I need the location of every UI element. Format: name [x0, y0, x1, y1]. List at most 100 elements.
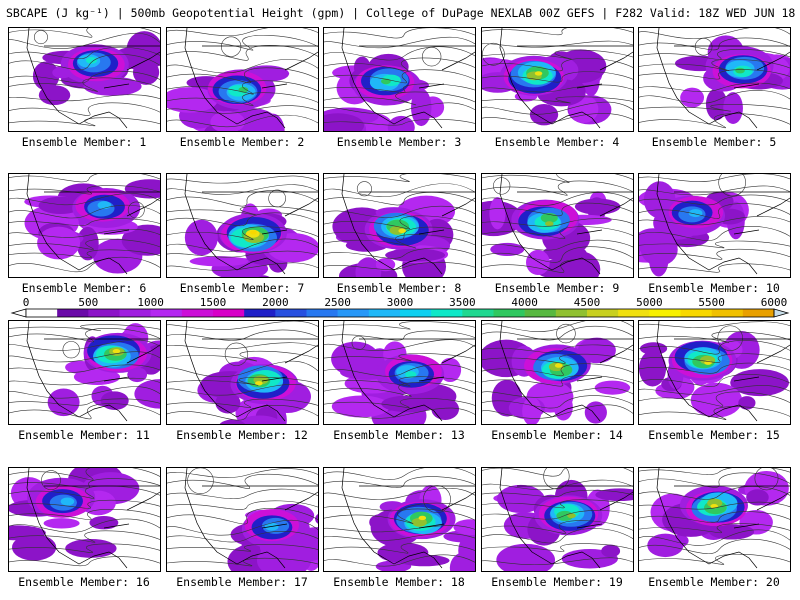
colorbar-bin — [400, 309, 432, 317]
height-contour — [324, 533, 475, 541]
height-contour — [167, 28, 318, 37]
height-contour-closed — [221, 36, 242, 57]
cape-region — [709, 524, 755, 540]
cape-region — [381, 395, 437, 413]
map-canvas — [324, 468, 475, 571]
height-contour — [324, 183, 475, 197]
height-contour — [482, 395, 633, 409]
cape-contour-band — [735, 67, 745, 74]
height-contour — [324, 28, 475, 39]
height-contour — [167, 376, 318, 386]
colorbar-bin — [493, 309, 525, 317]
cape-region — [690, 382, 743, 418]
map-boundaries — [26, 468, 160, 569]
height-contour — [9, 185, 160, 195]
height-contour — [9, 403, 160, 420]
colorbar-scale — [10, 308, 790, 318]
map-boundaries — [656, 468, 790, 569]
height-contour — [482, 71, 633, 83]
height-contour — [482, 258, 633, 273]
height-contour — [9, 351, 160, 363]
colorbar-bin — [306, 309, 338, 317]
height-contour — [167, 262, 318, 271]
ensemble-member-map — [638, 27, 791, 132]
height-contour — [9, 117, 160, 127]
cape-region — [680, 87, 705, 108]
colorbar-bin — [181, 309, 214, 317]
map-boundaries — [341, 28, 475, 129]
height-contour — [167, 250, 318, 258]
height-contour — [482, 174, 633, 183]
height-contour — [9, 77, 160, 92]
height-contour — [324, 542, 475, 554]
cape-region — [73, 368, 121, 386]
map-boundaries — [26, 174, 160, 275]
height-contour-closed — [356, 181, 372, 197]
height-contour — [324, 69, 475, 84]
colorbar-tick-label: 4000 — [511, 296, 538, 309]
height-contour — [167, 520, 318, 536]
height-contour — [324, 234, 475, 249]
height-contour-closed — [717, 325, 743, 351]
height-contour — [9, 249, 160, 258]
height-contour — [9, 478, 160, 489]
map-boundaries — [184, 468, 318, 569]
cape-contour-band — [238, 86, 249, 93]
ensemble-member-label: Ensemble Member: 11 — [18, 428, 150, 442]
ensemble-member-label: Ensemble Member: 3 — [336, 135, 462, 149]
height-contour — [167, 184, 318, 195]
cape-contour-band — [405, 371, 417, 378]
cape-region — [746, 489, 769, 506]
ensemble-member-map — [166, 173, 319, 278]
map-boundaries — [184, 28, 318, 129]
map-canvas — [324, 174, 475, 277]
ensemble-member-map — [481, 467, 634, 572]
height-contour — [9, 518, 160, 533]
height-contour — [9, 499, 160, 509]
cape-region — [134, 379, 160, 409]
cape-region — [331, 395, 390, 418]
ensemble-member-label: Ensemble Member: 7 — [179, 281, 305, 295]
ensemble-member-label: Ensemble Member: 20 — [648, 575, 780, 589]
height-contour — [324, 476, 475, 488]
cape-region — [47, 388, 80, 417]
height-contour — [324, 382, 475, 397]
height-contour — [324, 192, 475, 206]
height-contour — [324, 226, 475, 240]
height-contour — [639, 37, 790, 51]
height-contour — [167, 329, 318, 341]
cape-region — [497, 484, 545, 514]
height-contour — [639, 90, 790, 104]
colorbar-tick-label: 5000 — [636, 296, 663, 309]
map-canvas — [9, 468, 160, 569]
colorbar-bin — [368, 309, 401, 317]
height-contour — [482, 510, 633, 520]
cape-region — [38, 196, 83, 215]
height-contour — [9, 46, 160, 60]
height-contour — [482, 543, 633, 552]
height-contour — [639, 226, 790, 241]
colorbar-tick-label: 500 — [78, 296, 99, 309]
height-contour — [324, 174, 475, 183]
height-contour — [639, 529, 790, 546]
height-contour — [639, 69, 790, 80]
ensemble-member-label: Ensemble Member: 12 — [176, 428, 308, 442]
cape-region — [640, 233, 678, 266]
height-contour — [9, 257, 160, 273]
height-contour — [482, 246, 633, 263]
height-contour — [324, 407, 475, 419]
cape-contour-band — [710, 503, 718, 509]
colorbar-tick-label: 3500 — [449, 296, 476, 309]
ensemble-member-label: Ensemble Member: 10 — [648, 281, 780, 295]
height-contour — [482, 479, 633, 491]
height-contour — [324, 364, 475, 377]
height-contour — [639, 391, 790, 407]
map-canvas — [167, 321, 318, 424]
height-contour — [167, 238, 318, 252]
height-contour — [639, 331, 790, 343]
colorbar-bin — [88, 309, 120, 317]
height-contour — [324, 119, 475, 126]
map-boundaries — [499, 321, 633, 422]
height-contour — [324, 468, 475, 480]
height-contour — [482, 101, 633, 115]
